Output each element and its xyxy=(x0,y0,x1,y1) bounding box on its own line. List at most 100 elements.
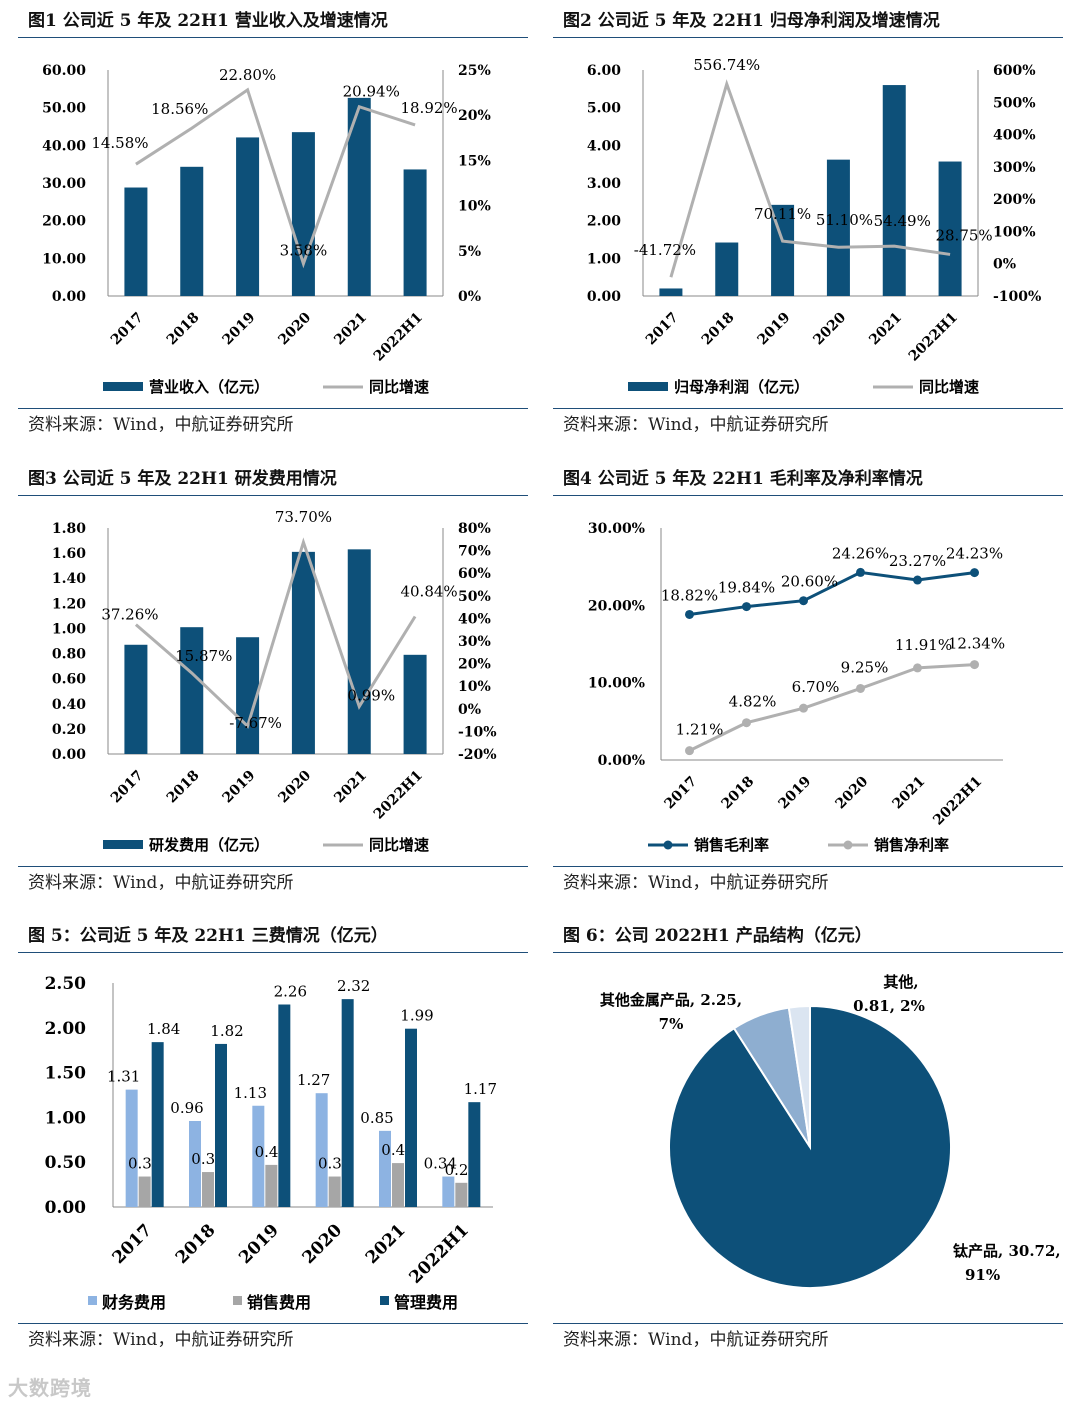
chart-title: 图3 公司近 5 年及 22H1 研发费用情况 xyxy=(18,462,528,496)
data-label: 37.26% xyxy=(101,606,158,624)
bar xyxy=(252,1105,265,1207)
y-tick-label: 1.00 xyxy=(587,251,621,267)
data-point xyxy=(685,609,694,619)
y2-tick-label: 15% xyxy=(458,153,491,169)
y2-tick-label: 50% xyxy=(458,589,491,605)
legend-marker xyxy=(843,840,853,850)
x-tick-label: 2017 xyxy=(108,768,147,807)
slice-label: 7% xyxy=(659,1015,684,1033)
y2-tick-label: 20% xyxy=(458,108,491,124)
data-label: 28.75% xyxy=(935,226,992,244)
data-point xyxy=(970,568,979,578)
data-label: 1.13 xyxy=(234,1084,267,1102)
x-tick-label: 2022H1 xyxy=(930,774,985,829)
data-label: 20.60% xyxy=(781,573,838,591)
data-label: -7.67% xyxy=(229,714,282,732)
y2-tick-label: 30% xyxy=(458,634,491,650)
chart-panel-4: 图4 公司近 5 年及 22H1 毛利率及净利率情况 0.00% 10.00% 20… xyxy=(553,462,1063,902)
y2-tick-label: 600% xyxy=(993,63,1036,79)
data-label: 2.26 xyxy=(274,983,307,1001)
slice-label: 钛产品, 30.72, xyxy=(953,1242,1061,1260)
data-label: 3.58% xyxy=(280,242,328,260)
legend-marker xyxy=(663,840,673,850)
x-tick-label: 2021 xyxy=(362,1220,410,1268)
y2-tick-label: 10% xyxy=(458,679,491,695)
slice-label: 91% xyxy=(965,1266,1000,1284)
chart-panel-2: 图2 公司近 5 年及 22H1 归母净利润及增速情况 0.00 1.00 2.00… xyxy=(553,4,1063,444)
chart-source: 资料来源：Wind，中航证券研究所 xyxy=(553,1323,1063,1353)
x-tick-label: 2019 xyxy=(755,310,794,349)
data-label: 556.74% xyxy=(693,56,760,74)
y-tick-label: 30.00% xyxy=(588,521,645,537)
x-tick-label: 2020 xyxy=(299,1220,347,1268)
y-tick-label: 4.00 xyxy=(587,138,621,154)
chart-panel-3: 图3 公司近 5 年及 22H1 研发费用情况 0.00 0.20 0.40 0.60… xyxy=(18,462,528,902)
x-tick-label: 2021 xyxy=(331,310,370,349)
legend-label: 管理费用 xyxy=(394,1293,458,1312)
legend-bar-swatch xyxy=(103,382,143,391)
data-label: 0.96 xyxy=(170,1099,203,1117)
y-tick-label: 1.50 xyxy=(45,1064,87,1084)
data-label: 12.34% xyxy=(948,635,1005,653)
y-tick-label: 0.40 xyxy=(52,697,86,713)
data-label: 1.31 xyxy=(107,1068,140,1086)
bar xyxy=(403,169,427,296)
x-tick-label: 2017 xyxy=(661,774,700,813)
x-tick-label: 2019 xyxy=(220,310,259,349)
bar xyxy=(341,999,354,1207)
data-label: 22.80% xyxy=(219,66,276,84)
bar xyxy=(189,1120,201,1207)
chart-title: 图4 公司近 5 年及 22H1 毛利率及净利率情况 xyxy=(553,462,1063,496)
x-tick-label: 2019 xyxy=(220,768,259,807)
y2-tick-label: 40% xyxy=(458,611,491,627)
x-tick-label: 2018 xyxy=(164,768,203,807)
x-tick-label: 2020 xyxy=(810,309,849,348)
bar xyxy=(938,161,962,296)
data-label: 24.23% xyxy=(946,545,1003,563)
chart-title: 图1 公司近 5 年及 22H1 营业收入及增速情况 xyxy=(18,4,528,38)
y2-tick-label: 60% xyxy=(458,566,491,582)
legend-label: 归母净利润（亿元） xyxy=(674,378,809,396)
y-tick-label: 60.00 xyxy=(42,63,86,79)
y-tick-label: 1.00 xyxy=(52,621,86,637)
data-label: 14.58% xyxy=(91,134,148,152)
chart-source: 资料来源：Wind，中航证券研究所 xyxy=(553,408,1063,438)
legend-swatch xyxy=(88,1296,97,1305)
data-label: 9.25% xyxy=(841,658,889,676)
y-tick-label: 0.20 xyxy=(52,722,86,738)
x-tick-label: 2018 xyxy=(164,310,203,349)
data-label: 54.49% xyxy=(874,212,931,230)
data-point xyxy=(799,703,808,713)
chart-title: 图 6：公司 2022H1 产品结构（亿元） xyxy=(553,919,1063,953)
x-tick-label: 2018 xyxy=(699,310,738,349)
data-point xyxy=(742,602,751,612)
y2-tick-label: 80% xyxy=(458,521,491,537)
bar xyxy=(291,132,315,296)
x-tick-label: 2022H1 xyxy=(371,310,426,365)
chart-title: 图2 公司近 5 年及 22H1 归母净利润及增速情况 xyxy=(553,4,1063,38)
pie-slice xyxy=(787,1004,811,1148)
legend-bar-swatch xyxy=(628,382,668,391)
data-label: 0.99% xyxy=(347,687,395,705)
y-tick-label: 0.00 xyxy=(587,289,621,305)
data-label: 1.17 xyxy=(464,1080,497,1098)
y-tick-label: 1.00 xyxy=(45,1108,87,1128)
bar xyxy=(125,1089,138,1207)
bar xyxy=(278,1004,291,1207)
chart-title: 图 5：公司近 5 年及 22H1 三费情况（亿元） xyxy=(18,919,528,953)
legend-swatch xyxy=(380,1296,389,1305)
x-tick-label: 2021 xyxy=(866,310,905,349)
chart-3-svg: 0.00 0.20 0.40 0.60 0.80 1.00 1.20 1.40 1.60 1.80… xyxy=(52,508,497,854)
data-point xyxy=(913,663,922,673)
x-tick-label: 2021 xyxy=(331,768,370,807)
bar xyxy=(659,288,683,296)
bar xyxy=(379,1130,391,1207)
data-label: 18.92% xyxy=(400,99,457,117)
legend-label: 财务费用 xyxy=(101,1293,166,1312)
chart-4-svg: 0.00% 10.00% 20.00% 30.00% 18.82% 19.84% 20.60… xyxy=(588,521,1005,854)
data-label: 18.56% xyxy=(151,100,208,118)
y2-tick-label: -20% xyxy=(458,747,497,763)
bar xyxy=(180,166,204,296)
bar xyxy=(468,1102,481,1207)
x-tick-label: 2021 xyxy=(889,774,928,813)
